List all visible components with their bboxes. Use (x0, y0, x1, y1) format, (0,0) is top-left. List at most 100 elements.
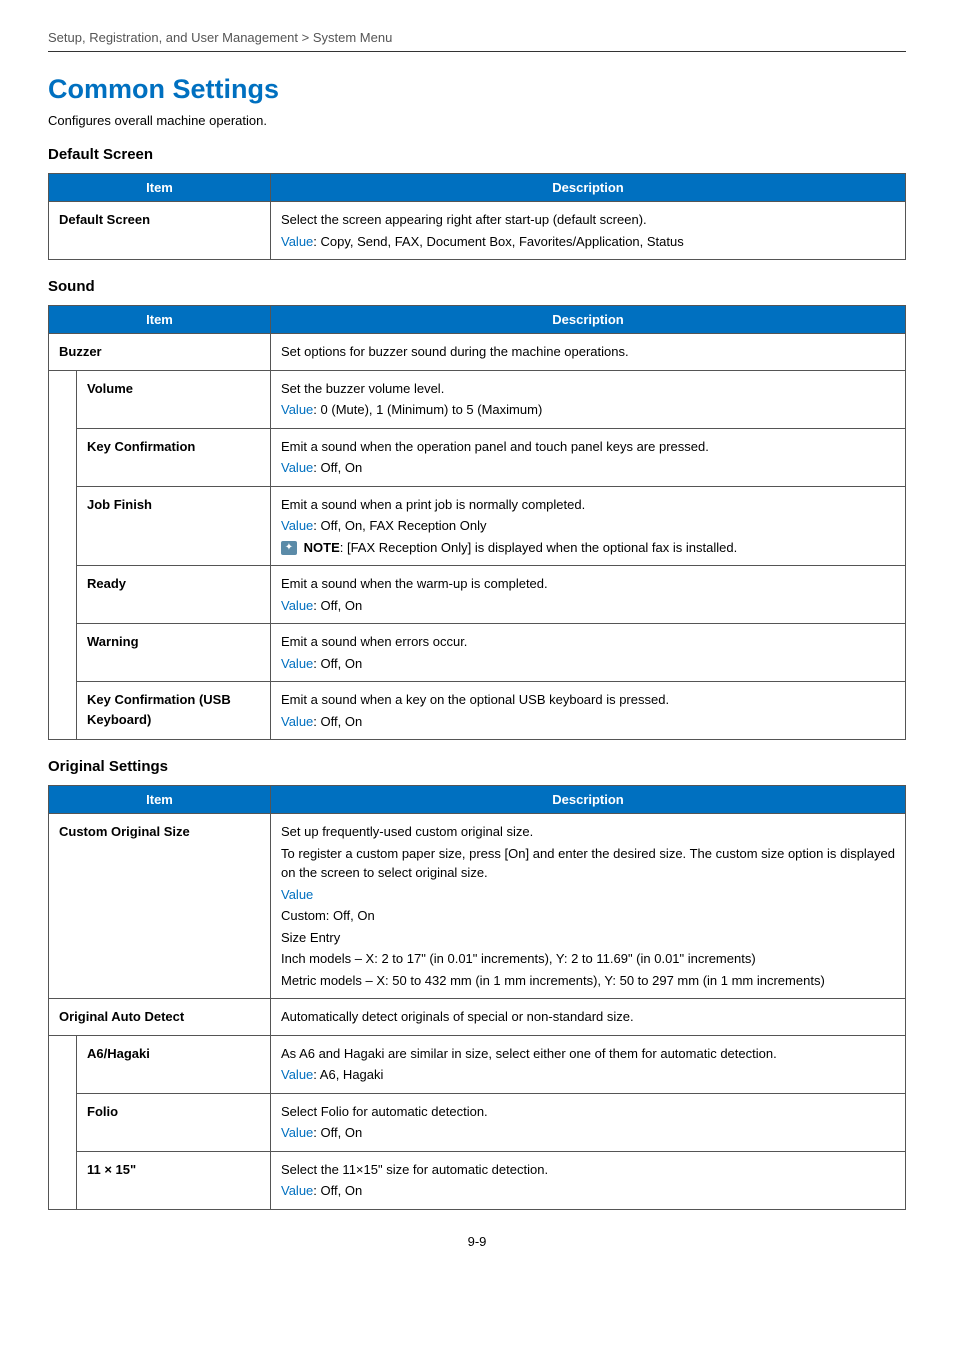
cell-description: Emit a sound when the warm-up is complet… (271, 566, 906, 624)
value-text: : 0 (Mute), 1 (Minimum) to 5 (Maximum) (313, 402, 542, 417)
note-label: NOTE (304, 540, 340, 555)
th-description: Description (271, 306, 906, 334)
value-label: Value (281, 714, 313, 729)
table-row: 11 × 15" Select the 11×15" size for auto… (49, 1151, 906, 1209)
desc-text: As A6 and Hagaki are similar in size, se… (281, 1044, 895, 1064)
cell-description: Emit a sound when the operation panel an… (271, 428, 906, 486)
note-text: : [FAX Reception Only] is displayed when… (340, 540, 737, 555)
cell-description: As A6 and Hagaki are similar in size, se… (271, 1035, 906, 1093)
th-description: Description (271, 786, 906, 814)
table-header-row: Item Description (49, 786, 906, 814)
table-row: Folio Select Folio for automatic detecti… (49, 1093, 906, 1151)
cell-item: 11 × 15" (77, 1151, 271, 1209)
value-line: Value: Off, On (281, 1123, 895, 1143)
value-line: Value: Off, On (281, 654, 895, 674)
desc-text: Emit a sound when the operation panel an… (281, 437, 895, 457)
value-line: Value: Off, On, FAX Reception Only (281, 516, 895, 536)
cell-item: Ready (77, 566, 271, 624)
table-row: Key Confirmation (USB Keyboard) Emit a s… (49, 682, 906, 740)
value-text: : Off, On (313, 1125, 362, 1140)
desc-text: Inch models – X: 2 to 17" (in 0.01" incr… (281, 949, 895, 969)
cell-description: Emit a sound when errors occur. Value: O… (271, 624, 906, 682)
value-line: Value: Off, On (281, 1181, 895, 1201)
value-text: : Copy, Send, FAX, Document Box, Favorit… (313, 234, 683, 249)
table-row: Volume Set the buzzer volume level. Valu… (49, 370, 906, 428)
cell-description: Set up frequently-used custom original s… (271, 814, 906, 999)
th-item: Item (49, 786, 271, 814)
value-line: Value: Copy, Send, FAX, Document Box, Fa… (281, 232, 895, 252)
desc-text: Emit a sound when a key on the optional … (281, 690, 895, 710)
cell-item: Original Auto Detect (49, 999, 271, 1036)
cell-item: Job Finish (77, 486, 271, 566)
value-label: Value (281, 656, 313, 671)
cell-description: Emit a sound when a print job is normall… (271, 486, 906, 566)
desc-text: Select the 11×15" size for automatic det… (281, 1160, 895, 1180)
cell-description: Select the screen appearing right after … (271, 202, 906, 260)
cell-item: Volume (77, 370, 271, 428)
value-label: Value (281, 1067, 313, 1082)
table-row: Warning Emit a sound when errors occur. … (49, 624, 906, 682)
desc-text: Emit a sound when the warm-up is complet… (281, 574, 895, 594)
desc-text: Size Entry (281, 928, 895, 948)
value-text: : Off, On (313, 460, 362, 475)
value-label: Value (281, 1125, 313, 1140)
table-row: A6/Hagaki As A6 and Hagaki are similar i… (49, 1035, 906, 1093)
heading-original-settings: Original Settings (48, 758, 906, 775)
note-line: ✦ NOTE: [FAX Reception Only] is displaye… (281, 538, 895, 558)
desc-text: Set the buzzer volume level. (281, 379, 895, 399)
th-item: Item (49, 174, 271, 202)
value-line: Value: Off, On (281, 712, 895, 732)
value-line: Value: Off, On (281, 458, 895, 478)
page-number: 9-9 (48, 1234, 906, 1249)
heading-default-screen: Default Screen (48, 146, 906, 163)
indent-cell (49, 370, 77, 740)
value-line: Value: A6, Hagaki (281, 1065, 895, 1085)
th-item: Item (49, 306, 271, 334)
table-row: Job Finish Emit a sound when a print job… (49, 486, 906, 566)
table-row: Custom Original Size Set up frequently-u… (49, 814, 906, 999)
table-sound: Item Description Buzzer Set options for … (48, 305, 906, 740)
desc-text: Select Folio for automatic detection. (281, 1102, 895, 1122)
table-header-row: Item Description (49, 174, 906, 202)
cell-item: Warning (77, 624, 271, 682)
cell-description: Select Folio for automatic detection. Va… (271, 1093, 906, 1151)
cell-item: Custom Original Size (49, 814, 271, 999)
cell-item: Key Confirmation (77, 428, 271, 486)
table-row: Key Confirmation Emit a sound when the o… (49, 428, 906, 486)
value-text: : Off, On (313, 1183, 362, 1198)
value-label: Value (281, 885, 895, 905)
table-row: Default Screen Select the screen appeari… (49, 202, 906, 260)
desc-text: Set up frequently-used custom original s… (281, 822, 895, 842)
table-default-screen: Item Description Default Screen Select t… (48, 173, 906, 260)
value-text: : A6, Hagaki (313, 1067, 383, 1082)
page-title: Common Settings (48, 74, 906, 105)
value-line: Value: Off, On (281, 596, 895, 616)
cell-item: A6/Hagaki (77, 1035, 271, 1093)
desc-text: Metric models – X: 50 to 432 mm (in 1 mm… (281, 971, 895, 991)
table-original-settings: Item Description Custom Original Size Se… (48, 785, 906, 1210)
desc-text: To register a custom paper size, press [… (281, 844, 895, 883)
value-line: Value: 0 (Mute), 1 (Minimum) to 5 (Maxim… (281, 400, 895, 420)
value-text: : Off, On (313, 656, 362, 671)
cell-item: Folio (77, 1093, 271, 1151)
cell-item: Default Screen (49, 202, 271, 260)
desc-text: Custom: Off, On (281, 906, 895, 926)
cell-description: Set options for buzzer sound during the … (271, 334, 906, 371)
note-icon: ✦ (281, 541, 297, 555)
table-header-row: Item Description (49, 306, 906, 334)
cell-description: Automatically detect originals of specia… (271, 999, 906, 1036)
cell-item: Key Confirmation (USB Keyboard) (77, 682, 271, 740)
heading-sound: Sound (48, 278, 906, 295)
value-label: Value (281, 460, 313, 475)
value-label: Value (281, 1183, 313, 1198)
th-description: Description (271, 174, 906, 202)
table-row: Original Auto Detect Automatically detec… (49, 999, 906, 1036)
value-text: : Off, On, FAX Reception Only (313, 518, 486, 533)
page-intro: Configures overall machine operation. (48, 113, 906, 128)
value-label: Value (281, 598, 313, 613)
value-label: Value (281, 234, 313, 249)
desc-text: Emit a sound when errors occur. (281, 632, 895, 652)
table-row: Buzzer Set options for buzzer sound duri… (49, 334, 906, 371)
desc-text: Emit a sound when a print job is normall… (281, 495, 895, 515)
cell-description: Emit a sound when a key on the optional … (271, 682, 906, 740)
